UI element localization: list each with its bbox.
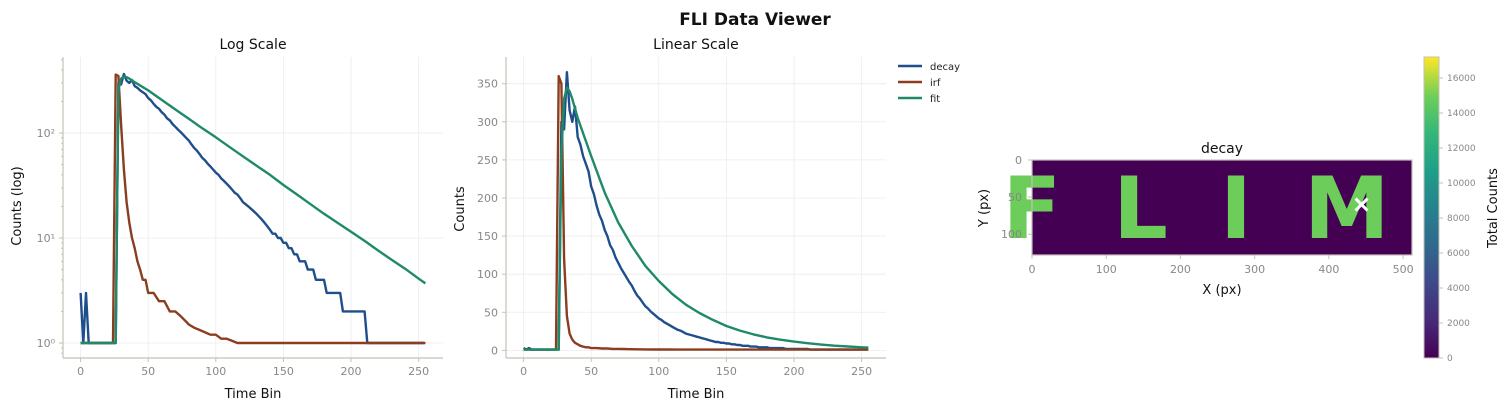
log-panel-xtick-label: 50 — [141, 365, 155, 378]
linear-panel-xlabel: Time Bin — [667, 387, 725, 402]
log-panel-series-fit — [80, 75, 427, 345]
image-panel: decay FLIM X (px) Y (px) 0 100 200 300 400 50… — [977, 141, 1441, 298]
linear-panel-ytick-label: 50 — [484, 306, 498, 319]
pixel-marker — [1354, 197, 1369, 212]
image-ytick-label: 100 — [1001, 228, 1022, 241]
log-panel-ytick-label: 10¹ — [37, 232, 55, 245]
linear-panel-xtick-label: 0 — [520, 365, 527, 378]
log-panel-title: Log Scale — [219, 37, 286, 53]
linear-panel-ytick-label: 0 — [491, 344, 498, 357]
suptitle: FLI Data Viewer — [679, 10, 831, 30]
linear-panel-title: Linear Scale — [653, 37, 739, 53]
log-panel-xlabel: Time Bin — [224, 387, 282, 402]
colorbar-tick-label: 10000 — [1447, 179, 1476, 189]
linear-panel-series-irf — [523, 74, 869, 351]
image-frame — [1031, 159, 1413, 256]
colorbar-label: Total Counts — [1486, 168, 1501, 249]
linear-panel-xtick-label: 50 — [584, 365, 598, 378]
image-panel-xlabel: X (px) — [1202, 283, 1241, 298]
linear-panel-ytick-label: 200 — [477, 192, 498, 205]
image-xtick-label: 500 — [1393, 263, 1414, 276]
linear-panel-ytick-label: 150 — [477, 230, 498, 243]
linear-panel-ytick-label: 250 — [477, 154, 498, 167]
log-panel-series-decay — [79, 72, 425, 345]
colorbar-tick-label: 0 — [1447, 354, 1453, 364]
colorbar-gradient — [1423, 56, 1440, 359]
colorbar-tick-label: 12000 — [1447, 144, 1476, 154]
marker-stroke — [1354, 197, 1369, 212]
legend-label-decay: decay — [930, 62, 960, 73]
log-panel-ytick-label: 10² — [37, 127, 55, 140]
colorbar-tick-label: 14000 — [1447, 109, 1476, 119]
colorbar-tick-label: 16000 — [1447, 74, 1476, 84]
log-panel-xtick-label: 100 — [205, 365, 226, 378]
legend-label-fit: fit — [930, 94, 940, 105]
linear-panel-xtick-label: 250 — [851, 365, 872, 378]
image-xtick-label: 100 — [1096, 263, 1117, 276]
log-panel-ylabel: Counts (log) — [10, 166, 25, 245]
linear-panel-xtick-label: 200 — [784, 365, 805, 378]
linear-panel-ylabel: Counts — [453, 186, 468, 232]
linear-scale-panel: Linear Scale Time Bin Counts 0 50 100 150 20… — [453, 37, 886, 402]
colorbar: Total Counts 0 2000 4000 6000 8000 10000 12000… — [1423, 56, 1501, 364]
image-panel-ylabel: Y (px) — [977, 189, 992, 228]
linear-panel-ytick-label: 300 — [477, 116, 498, 129]
log-panel-xtick-label: 250 — [408, 365, 429, 378]
image-xtick-label: 300 — [1244, 263, 1265, 276]
colorbar-tick-label: 2000 — [1447, 319, 1470, 329]
image-ytick-label: 50 — [1008, 191, 1022, 204]
image-xtick-label: 0 — [1029, 263, 1036, 276]
image-xtick-label: 400 — [1318, 263, 1339, 276]
linear-panel-ytick-label: 350 — [477, 78, 498, 91]
legend-label-irf: irf — [930, 78, 941, 89]
log-panel-xtick-label: 200 — [341, 365, 362, 378]
linear-panel-ytick-label: 100 — [477, 268, 498, 281]
linear-panel-xtick-label: 150 — [716, 365, 737, 378]
image-xtick-label: 200 — [1170, 263, 1191, 276]
intensity-image — [1032, 160, 1412, 255]
log-scale-panel: Log Scale Time Bin Counts (log) 0 50 100 15… — [10, 37, 443, 402]
image-ytick-label: 0 — [1015, 154, 1022, 167]
legend: decay irf fit — [898, 62, 960, 105]
log-panel-ytick-label: 10⁰ — [37, 337, 56, 350]
image-panel-title: decay — [1201, 141, 1243, 157]
linear-panel-xtick-label: 100 — [648, 365, 669, 378]
log-panel-xtick-label: 0 — [77, 365, 84, 378]
colorbar-tick-label: 4000 — [1447, 284, 1470, 294]
linear-panel-series-decay — [523, 70, 868, 351]
linear-panel-series-fit — [523, 86, 869, 351]
image-letters: FLIM — [1002, 159, 1441, 259]
log-panel-series-irf — [80, 73, 426, 345]
colorbar-tick-label: 6000 — [1447, 249, 1470, 259]
colorbar-tick-label: 8000 — [1447, 214, 1470, 224]
log-panel-xtick-label: 150 — [273, 365, 294, 378]
